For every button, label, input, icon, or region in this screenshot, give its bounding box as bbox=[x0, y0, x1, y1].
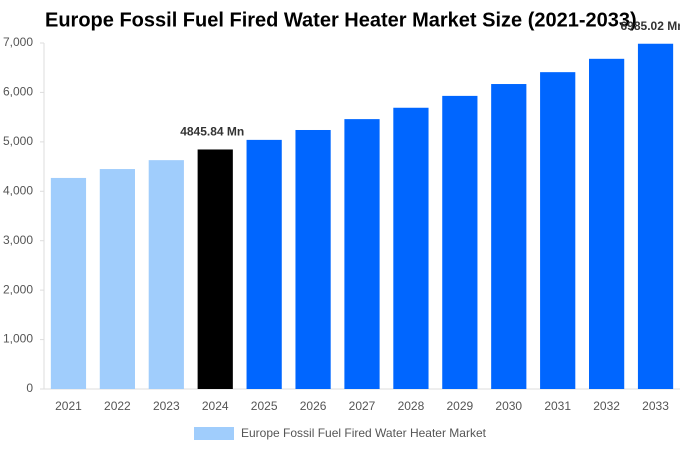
x-tick-label: 2033 bbox=[642, 399, 669, 413]
x-tick-label: 2026 bbox=[300, 399, 327, 413]
bar bbox=[246, 139, 282, 389]
bar bbox=[393, 107, 429, 389]
bar bbox=[589, 58, 625, 390]
x-tick-label: 2022 bbox=[104, 399, 131, 413]
x-tick-label: 2024 bbox=[202, 399, 229, 413]
bar bbox=[637, 43, 674, 389]
data-label: 6985.02 Mn bbox=[621, 19, 680, 33]
bar bbox=[99, 169, 135, 389]
x-tick-label: 2032 bbox=[593, 399, 620, 413]
bar bbox=[148, 160, 184, 389]
legend-swatch bbox=[194, 427, 234, 440]
y-tick-label: 6,000 bbox=[3, 85, 33, 99]
bar bbox=[442, 95, 478, 389]
x-tick-label: 2028 bbox=[398, 399, 425, 413]
legend-label: Europe Fossil Fuel Fired Water Heater Ma… bbox=[241, 426, 487, 440]
bar bbox=[197, 149, 233, 389]
bar bbox=[491, 84, 527, 390]
x-tick-label: 2025 bbox=[251, 399, 278, 413]
y-tick-label: 5,000 bbox=[3, 134, 33, 148]
chart-title: Europe Fossil Fuel Fired Water Heater Ma… bbox=[45, 9, 637, 31]
y-tick-label: 0 bbox=[26, 381, 33, 395]
y-tick-label: 3,000 bbox=[3, 233, 33, 247]
y-tick-label: 1,000 bbox=[3, 332, 33, 346]
data-label: 4845.84 Mn bbox=[180, 125, 244, 139]
bar bbox=[540, 72, 576, 390]
y-tick-label: 7,000 bbox=[3, 35, 33, 49]
x-tick-label: 2031 bbox=[544, 399, 571, 413]
bar bbox=[344, 119, 380, 390]
x-tick-label: 2023 bbox=[153, 399, 180, 413]
x-tick-label: 2029 bbox=[446, 399, 473, 413]
bar bbox=[50, 177, 87, 389]
y-tick-label: 4,000 bbox=[3, 183, 33, 197]
x-tick-label: 2027 bbox=[349, 399, 376, 413]
y-tick-label: 2,000 bbox=[3, 282, 33, 296]
x-tick-label: 2030 bbox=[495, 399, 522, 413]
bar bbox=[295, 129, 331, 389]
x-tick-label: 2021 bbox=[55, 399, 82, 413]
